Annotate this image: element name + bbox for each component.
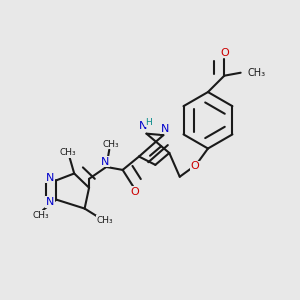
Text: H: H [146, 118, 152, 127]
Text: CH₃: CH₃ [60, 148, 76, 157]
Text: N: N [101, 157, 109, 166]
Text: CH₃: CH₃ [96, 216, 113, 225]
Text: O: O [220, 48, 229, 58]
Text: N: N [161, 124, 169, 134]
Text: O: O [190, 161, 199, 171]
Text: N: N [46, 197, 54, 207]
Text: CH₃: CH₃ [103, 140, 119, 149]
Text: O: O [130, 187, 139, 196]
Text: CH₃: CH₃ [247, 68, 265, 78]
Text: N: N [139, 121, 147, 131]
Text: N: N [46, 173, 54, 183]
Text: CH₃: CH₃ [32, 211, 49, 220]
